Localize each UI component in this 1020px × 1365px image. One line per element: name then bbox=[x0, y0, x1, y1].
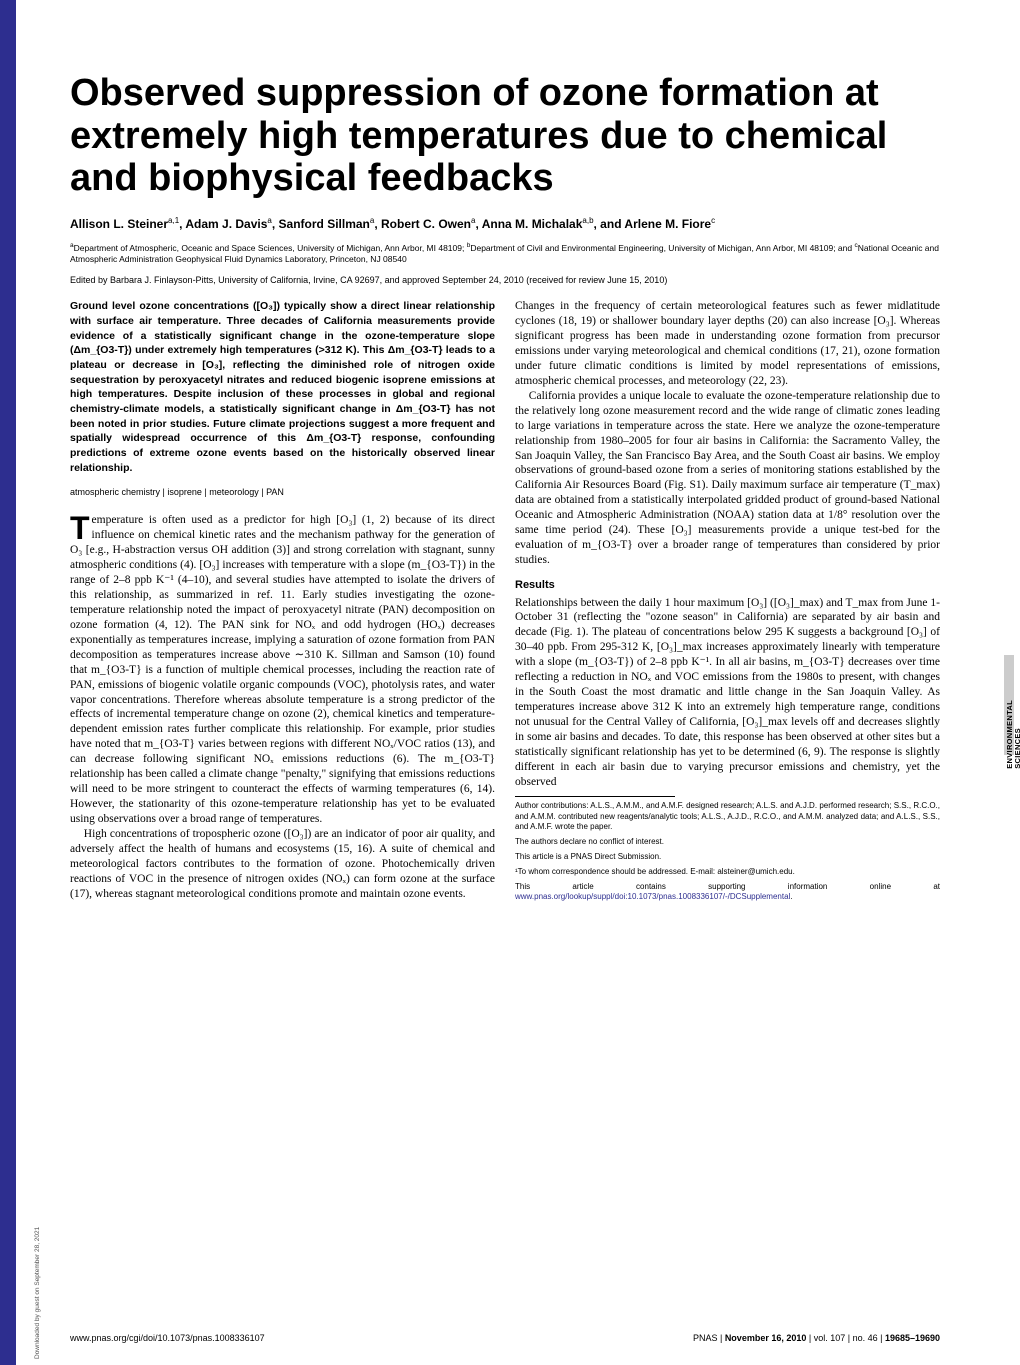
footnote-rule bbox=[515, 796, 675, 797]
supporting-link[interactable]: www.pnas.org/lookup/suppl/doi:10.1073/pn… bbox=[515, 892, 790, 901]
intro-paragraph-2: High concentrations of tropospheric ozon… bbox=[70, 827, 495, 902]
affiliations: aDepartment of Atmospheric, Oceanic and … bbox=[70, 242, 940, 265]
dropcap-T: T bbox=[70, 513, 92, 542]
footnote-conflict: The authors declare no conflict of inter… bbox=[515, 837, 940, 848]
pnas-logo-vertical: PNAS PNAS PNAS bbox=[18, 0, 56, 1340]
keywords-line: atmospheric chemistry | isoprene | meteo… bbox=[70, 487, 495, 499]
edited-by-line: Edited by Barbara J. Finlayson-Pitts, Un… bbox=[70, 275, 940, 285]
footer-doi: www.pnas.org/cgi/doi/10.1073/pnas.100833… bbox=[70, 1333, 265, 1343]
footer-pagenum: PNAS | November 16, 2010 | vol. 107 | no… bbox=[693, 1333, 940, 1343]
intro-paragraph-3: Changes in the frequency of certain mete… bbox=[515, 299, 940, 389]
footnote-supporting: This article contains supporting informa… bbox=[515, 882, 940, 904]
journal-blue-bar bbox=[0, 0, 16, 1365]
article-title: Observed suppression of ozone formation … bbox=[70, 72, 940, 200]
results-heading: Results bbox=[515, 578, 940, 593]
footnote-author-contributions: Author contributions: A.L.S., A.M.M., an… bbox=[515, 801, 940, 833]
footnote-corresponding: ¹To whom correspondence should be addres… bbox=[515, 867, 940, 878]
results-paragraph-1: Relationships between the daily 1 hour m… bbox=[515, 596, 940, 790]
intro-paragraph-1: Temperature is often used as a predictor… bbox=[70, 513, 495, 827]
download-note: Downloaded by guest on September 28, 202… bbox=[34, 1227, 41, 1359]
authors-line: Allison L. Steinera,1, Adam J. Davisa, S… bbox=[70, 216, 940, 233]
abstract-text: Ground level ozone concentrations ([O₃])… bbox=[70, 299, 495, 475]
sciences-category-label: ENVIRONMENTAL SCIENCES bbox=[1006, 700, 1020, 769]
footnotes-block: Author contributions: A.L.S., A.M.M., an… bbox=[515, 801, 940, 903]
footnote-submission: This article is a PNAS Direct Submission… bbox=[515, 852, 940, 863]
article-content: Observed suppression of ozone formation … bbox=[70, 72, 940, 904]
two-column-body: Ground level ozone concentrations ([O₃])… bbox=[70, 299, 940, 904]
page-footer: www.pnas.org/cgi/doi/10.1073/pnas.100833… bbox=[70, 1333, 940, 1343]
intro-paragraph-4: California provides a unique locale to e… bbox=[515, 389, 940, 568]
